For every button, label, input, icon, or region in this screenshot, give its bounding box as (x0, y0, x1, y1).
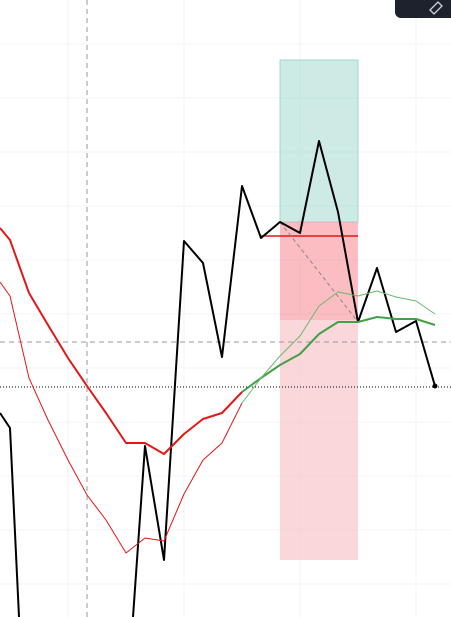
loss-zone (280, 320, 358, 560)
stop-zone (280, 222, 358, 320)
ma-slow-red (0, 281, 243, 554)
series-layer (0, 140, 438, 617)
ma-fast-green (241, 316, 436, 393)
eraser-icon[interactable] (429, 1, 443, 15)
last-point (432, 383, 438, 389)
toolbar[interactable] (395, 0, 451, 18)
ma-slow-green (241, 290, 436, 404)
trade-path (279, 221, 359, 323)
price (0, 140, 436, 617)
ma-fast-red (0, 227, 243, 455)
